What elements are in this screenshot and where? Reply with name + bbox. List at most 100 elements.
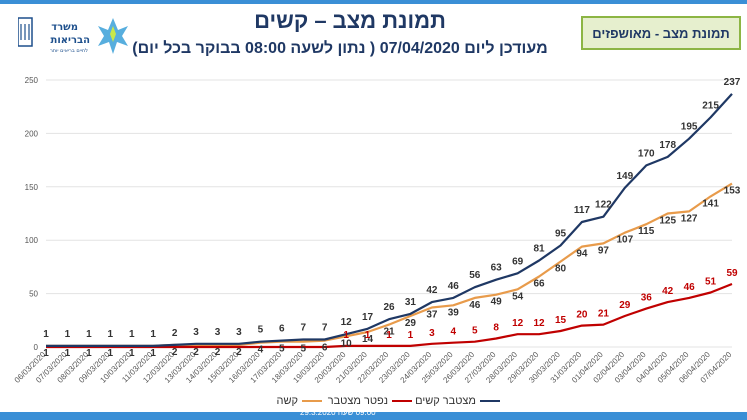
- data-label: 59: [726, 268, 738, 279]
- data-label: 215: [702, 100, 719, 111]
- data-label: 49: [491, 297, 503, 308]
- data-label: 117: [574, 205, 591, 216]
- star-emblem-icon: [98, 18, 128, 54]
- data-label: 54: [512, 291, 524, 302]
- data-label: 63: [491, 263, 503, 274]
- data-label: 8: [493, 322, 499, 333]
- legend-label: מצטבר קשים: [415, 395, 476, 407]
- data-label: 2: [172, 347, 178, 358]
- data-label: 12: [534, 318, 546, 329]
- data-label: 1: [86, 348, 92, 359]
- data-label: 5: [472, 326, 478, 337]
- data-label: 97: [598, 245, 610, 256]
- data-label: 95: [555, 229, 567, 240]
- series-line: [46, 282, 733, 349]
- y-tick-label: 100: [25, 236, 39, 245]
- data-label: 12: [512, 318, 524, 329]
- data-label: 1: [343, 330, 349, 341]
- legend-item-severe: קשה: [276, 395, 322, 407]
- data-label: 2: [236, 347, 242, 358]
- data-label: 3: [193, 327, 199, 338]
- y-tick-label: 250: [25, 76, 39, 85]
- legend-item-cumulative-deceased: נפטר מצטבר: [328, 395, 412, 407]
- data-label: 12: [341, 317, 353, 328]
- data-label: 2: [215, 347, 221, 358]
- data-label: 125: [659, 216, 676, 227]
- data-label: 1: [129, 329, 135, 340]
- data-label: 1: [108, 329, 114, 340]
- data-label: 1: [129, 348, 135, 359]
- ministry-of-health-logo: משרד הבריאות לחיים בריאים יותר: [18, 17, 128, 54]
- footer-bar: [0, 412, 747, 420]
- y-tick-label: 150: [25, 183, 39, 192]
- y-tick-label: 200: [25, 129, 39, 138]
- data-label: 6: [322, 343, 328, 354]
- data-label: 1: [386, 330, 392, 341]
- data-label: 31: [405, 297, 417, 308]
- data-label: 69: [512, 256, 524, 267]
- data-label: 141: [702, 198, 719, 209]
- data-label: 3: [429, 328, 435, 339]
- data-label: 153: [724, 186, 741, 197]
- data-label: 46: [684, 282, 696, 293]
- data-label: 170: [638, 148, 655, 159]
- data-label: 2: [193, 347, 199, 358]
- data-label: 7: [300, 323, 306, 334]
- data-label: 4: [451, 327, 457, 338]
- data-label: 195: [681, 122, 698, 133]
- data-label: 178: [659, 140, 676, 151]
- data-label: 149: [616, 171, 633, 182]
- logo-line1: משרד: [51, 22, 78, 33]
- data-label: 3: [236, 327, 242, 338]
- data-label: 237: [724, 77, 741, 88]
- data-label: 1: [150, 348, 156, 359]
- data-label: 127: [681, 213, 698, 224]
- data-label: 5: [279, 344, 285, 355]
- data-label: 3: [215, 327, 221, 338]
- data-label: 66: [534, 279, 546, 290]
- data-label: 1: [43, 329, 49, 340]
- data-label: 1: [150, 329, 156, 340]
- legend-label: קשה: [276, 395, 299, 407]
- page-title: תמונת מצב – קשים: [254, 8, 446, 33]
- data-label: 10: [341, 338, 353, 349]
- data-label: 36: [641, 293, 653, 304]
- series-line: [46, 93, 733, 347]
- data-label: 4: [258, 345, 264, 356]
- data-label: 5: [258, 325, 264, 336]
- series-line: [46, 182, 733, 347]
- line-chart: 05010015020025006/03/202007/03/202008/03…: [13, 76, 741, 385]
- data-label: 51: [705, 277, 717, 288]
- data-label: 26: [383, 302, 395, 313]
- data-label: 15: [555, 315, 567, 326]
- top-accent-bar: [0, 0, 747, 4]
- legend-label: נפטר מצטבר: [327, 395, 388, 407]
- data-label: 29: [405, 318, 417, 329]
- data-label: 56: [469, 270, 481, 281]
- data-label: 46: [469, 300, 481, 311]
- y-tick-label: 0: [34, 343, 39, 352]
- logo-line2: הבריאות: [51, 35, 90, 46]
- status-badge: תמונת מצב - מאושפזים: [581, 16, 741, 50]
- data-label: 20: [576, 310, 588, 321]
- data-label: 122: [595, 200, 612, 211]
- data-label: 42: [662, 286, 674, 297]
- data-label: 14: [362, 334, 374, 345]
- data-label: 1: [108, 348, 114, 359]
- data-label: 107: [616, 235, 633, 246]
- page-subtitle: מעודכן ליום 07/04/2020 ( נתון לשעה 08:00…: [132, 40, 548, 57]
- data-label: 94: [576, 249, 588, 260]
- data-label: 21: [383, 327, 395, 338]
- data-label: 17: [362, 312, 374, 323]
- data-label: 1: [86, 329, 92, 340]
- data-label: 29: [619, 300, 631, 311]
- data-label: 21: [598, 309, 610, 320]
- legend-item-cumulative-severe: מצטבר קשים: [415, 395, 500, 407]
- data-label: 7: [322, 323, 328, 334]
- data-label: 39: [448, 307, 460, 318]
- data-label: 1: [65, 329, 71, 340]
- data-label: 1: [365, 330, 371, 341]
- data-label: 80: [555, 264, 567, 275]
- data-label: 1: [65, 348, 71, 359]
- data-label: 115: [638, 226, 655, 237]
